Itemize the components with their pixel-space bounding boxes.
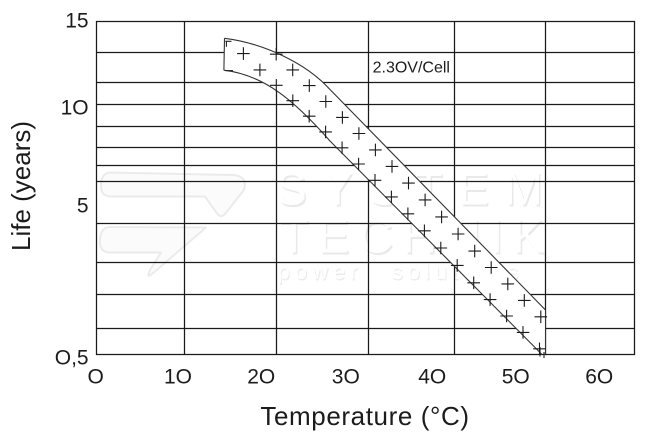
svg-text:15: 15: [65, 10, 88, 33]
svg-text:O,5: O,5: [55, 347, 89, 370]
svg-text:1O: 1O: [61, 96, 89, 119]
svg-text:Temperature (°C): Temperature (°C): [260, 401, 469, 431]
svg-text:3O: 3O: [332, 366, 360, 389]
svg-text:power: power: [279, 261, 364, 286]
svg-text:4O: 4O: [418, 366, 446, 389]
svg-text:2.3OV/Cell: 2.3OV/Cell: [373, 59, 450, 76]
svg-text:5O: 5O: [502, 366, 530, 389]
svg-text:6O: 6O: [585, 366, 613, 389]
svg-text:5: 5: [77, 195, 89, 218]
svg-text:1O: 1O: [164, 366, 192, 389]
svg-text:Life (years): Life (years): [6, 121, 36, 251]
svg-text:O: O: [88, 366, 104, 389]
svg-text:2O: 2O: [247, 366, 275, 389]
